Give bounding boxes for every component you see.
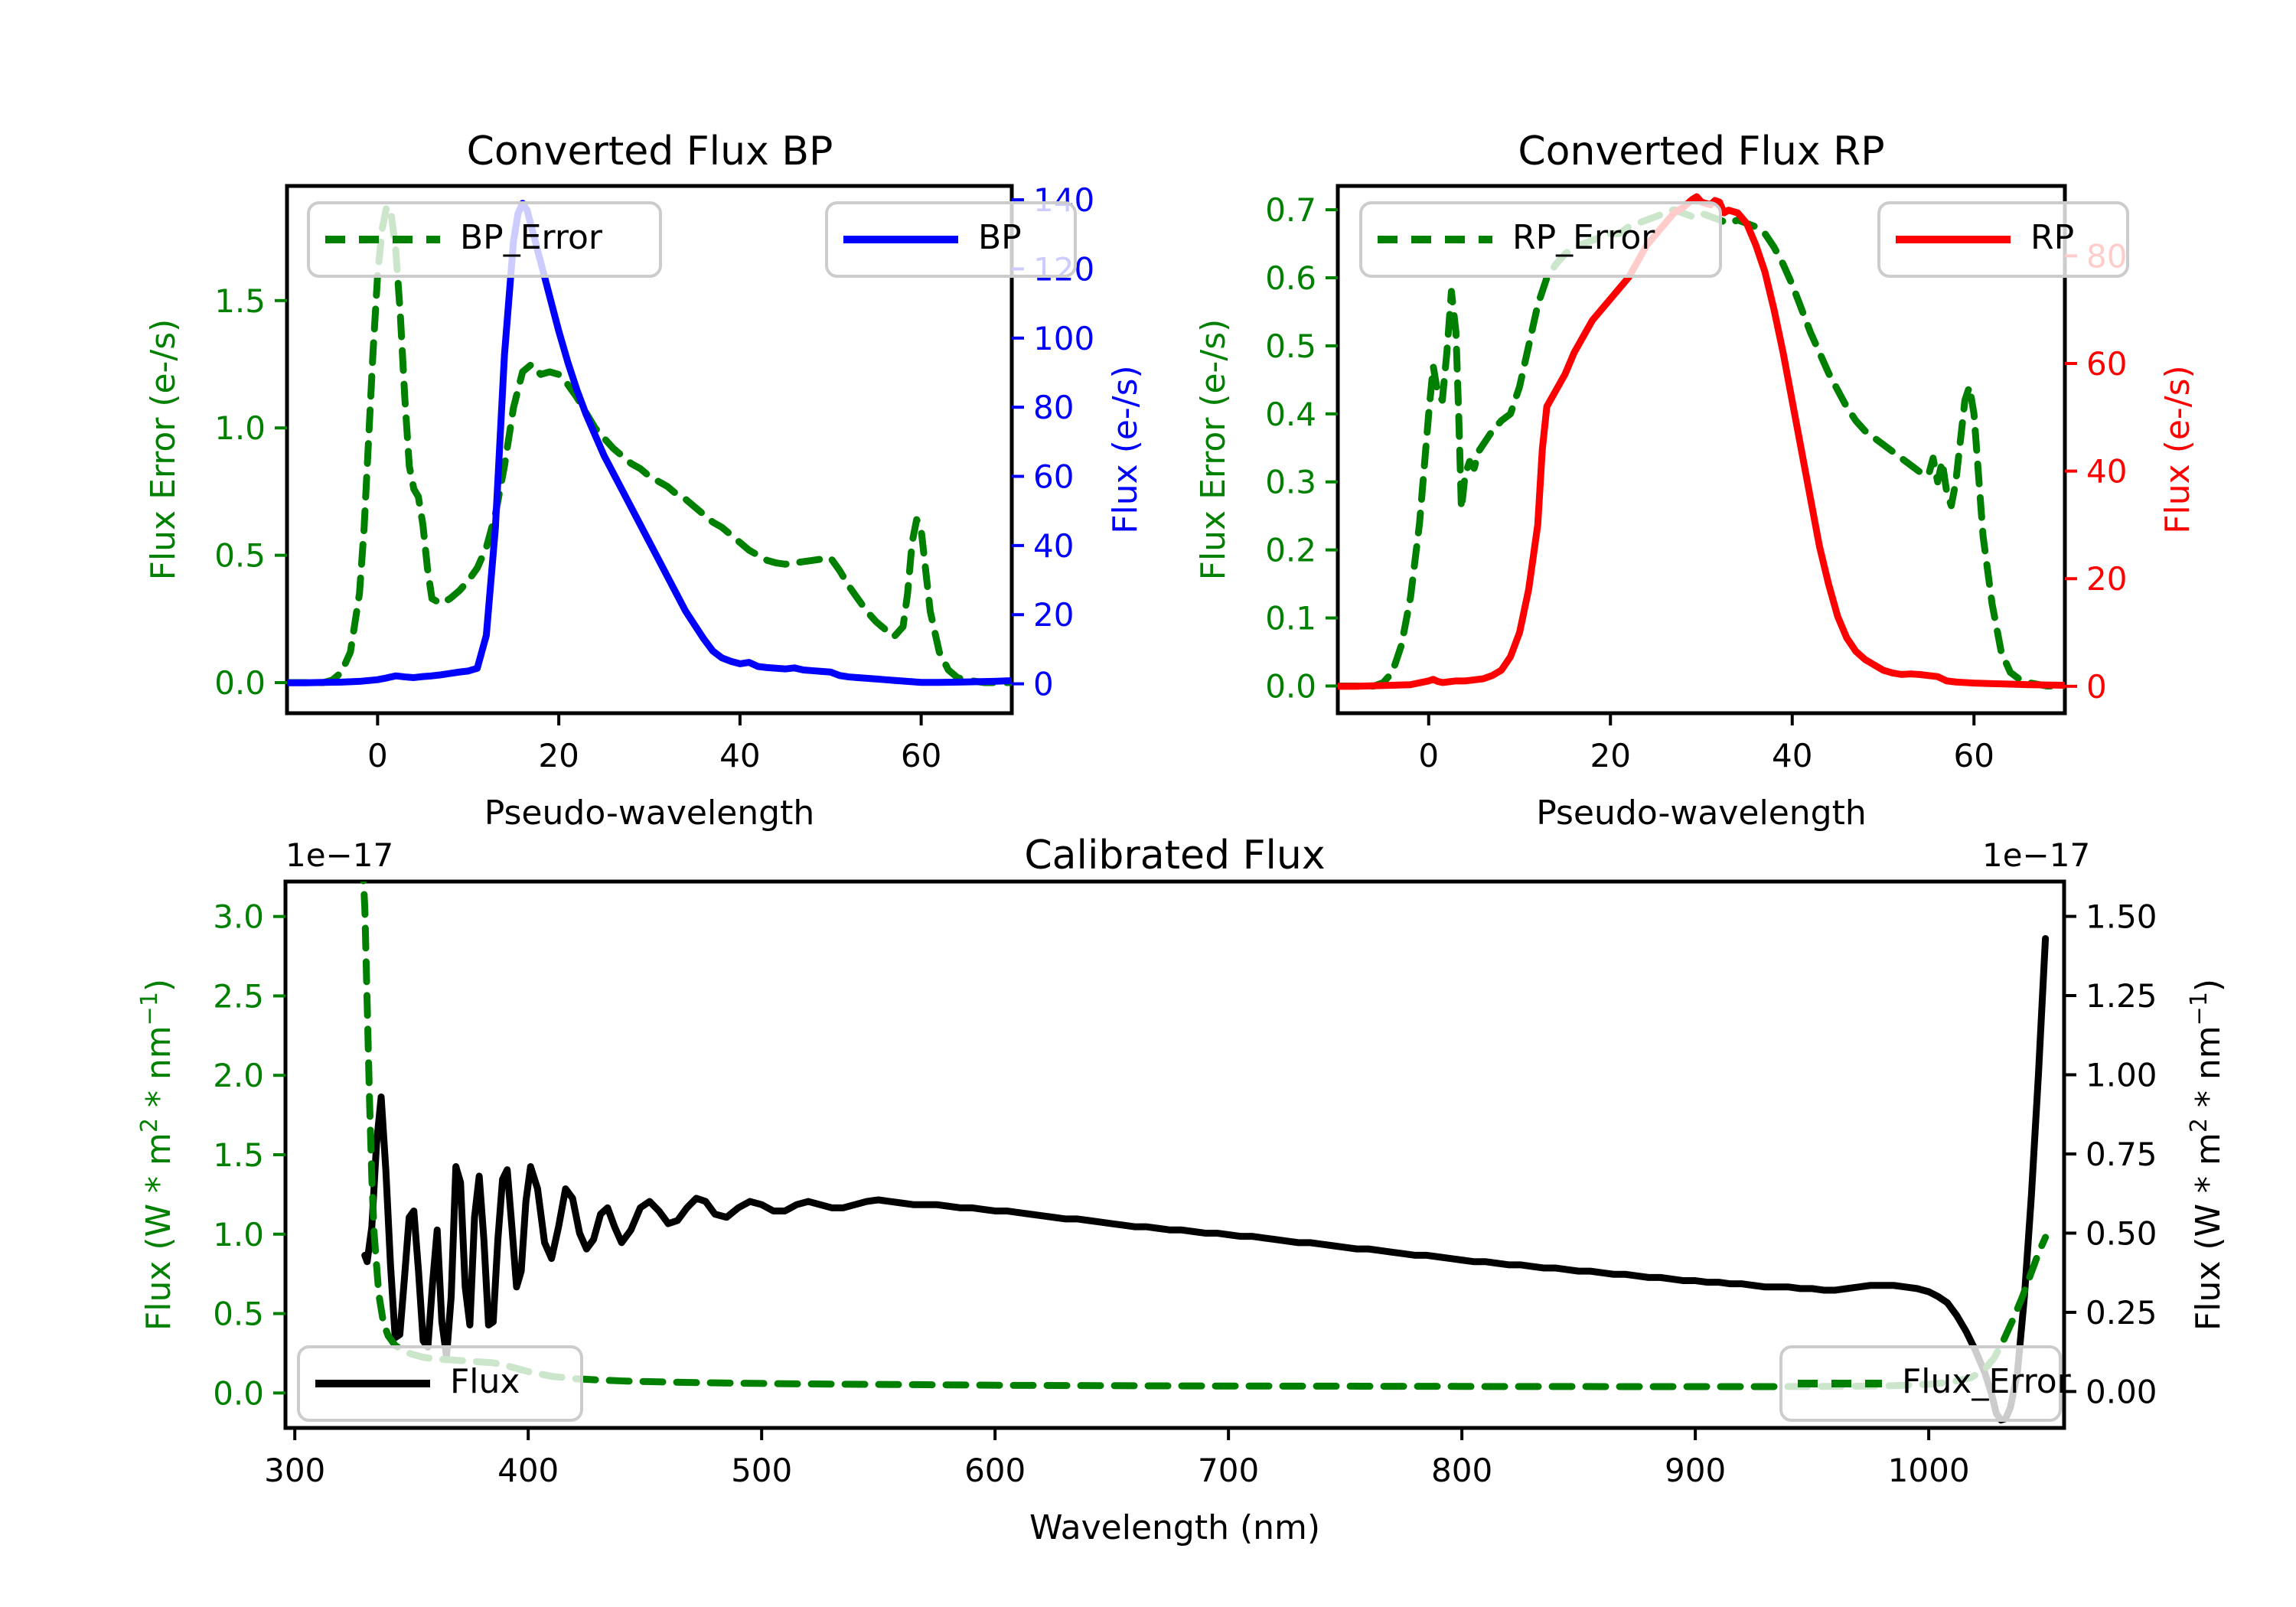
rp-panel-title: Converted Flux RP bbox=[1518, 129, 1884, 174]
cal-xtick-label-7: 1000 bbox=[1888, 1452, 1970, 1489]
rp-xaxis-label: Pseudo-wavelength bbox=[1536, 794, 1867, 833]
rp-ytick-left-label-5: 0.5 bbox=[1265, 328, 1316, 365]
cal-ytick-right-label-2: 0.50 bbox=[2086, 1214, 2157, 1252]
bp-series-bp_error bbox=[287, 203, 1012, 686]
bp-xtick-label-3: 60 bbox=[901, 737, 941, 774]
rp-xtick-label-1: 20 bbox=[1590, 737, 1631, 774]
bp-legend-label-1: BP bbox=[978, 218, 1022, 257]
rp-xtick-label-3: 60 bbox=[1954, 737, 1994, 774]
rp-ytick-left-label-2: 0.2 bbox=[1265, 532, 1316, 569]
rp-ytick-left-label-6: 0.6 bbox=[1265, 259, 1316, 297]
rp-yaxis-left-label: Flux Error (e-/s) bbox=[1194, 319, 1233, 581]
cal-xtick-label-4: 700 bbox=[1198, 1452, 1259, 1489]
bp-yaxis-right-label: Flux (e-/s) bbox=[1106, 365, 1145, 533]
bp-ytick-right-label-2: 40 bbox=[1033, 527, 1074, 565]
bp-ytick-right-label-3: 60 bbox=[1033, 458, 1074, 496]
bp-ytick-left-label-2: 1.0 bbox=[214, 409, 266, 447]
rp-legend-label-1: RP bbox=[2030, 218, 2074, 257]
cal-ytick-right-label-6: 1.50 bbox=[2086, 898, 2157, 936]
cal-ytick-left-label-3: 1.5 bbox=[213, 1136, 264, 1174]
cal-panel-title: Calibrated Flux bbox=[1024, 833, 1325, 878]
bp-xaxis-label: Pseudo-wavelength bbox=[484, 794, 815, 833]
cal-ytick-left-label-2: 1.0 bbox=[213, 1216, 264, 1253]
cal-legend-label-0: Flux bbox=[450, 1362, 520, 1401]
rp-ytick-right-label-0: 0 bbox=[2086, 668, 2107, 706]
rp-legend-box-0[interactable] bbox=[1359, 201, 1722, 278]
cal-xaxis-label: Wavelength (nm) bbox=[1029, 1508, 1320, 1547]
bp-xtick-label-1: 20 bbox=[538, 737, 579, 774]
cal-ytick-left-label-4: 2.0 bbox=[213, 1057, 264, 1094]
bp-panel-title: Converted Flux BP bbox=[467, 129, 833, 174]
panel-converted-flux-rp: Converted Flux RP 0 20 40 60 0.0 0.1 0.2 0.3 0.4… bbox=[1194, 129, 2197, 833]
bp-ytick-right-label-5: 100 bbox=[1033, 320, 1094, 357]
rp-ytick-right-label-3: 60 bbox=[2086, 345, 2127, 383]
cal-xtick-label-1: 400 bbox=[497, 1452, 559, 1489]
rp-ytick-left-label-4: 0.4 bbox=[1265, 396, 1316, 433]
rp-ytick-right-label-1: 20 bbox=[2086, 560, 2127, 598]
bp-plot-frame bbox=[285, 184, 1014, 715]
bp-series-bp bbox=[287, 200, 1012, 686]
cal-yaxis-right-label: Flux (W * m2 * nm−1) bbox=[2186, 979, 2229, 1331]
cal-xtick-label-5: 800 bbox=[1431, 1452, 1492, 1489]
cal-legend-box-0[interactable] bbox=[297, 1345, 583, 1422]
cal-ytick-left-label-5: 2.5 bbox=[213, 977, 264, 1015]
bp-ytick-right-label-1: 20 bbox=[1033, 596, 1074, 634]
cal-ytick-right-label-1: 0.25 bbox=[2086, 1294, 2157, 1332]
cal-ytick-right-label-0: 0.00 bbox=[2086, 1373, 2157, 1410]
rp-yaxis-right-label: Flux (e-/s) bbox=[2158, 365, 2197, 533]
bp-legend-box-0[interactable] bbox=[307, 201, 662, 278]
cal-xtick-label-0: 300 bbox=[264, 1452, 325, 1489]
cal-legend-label-1: Flux_Error bbox=[1902, 1362, 2072, 1401]
rp-ytick-left-label-7: 0.7 bbox=[1265, 191, 1316, 229]
cal-ytick-right-label-5: 1.25 bbox=[2086, 977, 2157, 1015]
cal-series-flux bbox=[361, 935, 2050, 1424]
rp-ytick-left-label-3: 0.3 bbox=[1265, 464, 1316, 501]
cal-ytick-right-label-4: 1.00 bbox=[2086, 1056, 2157, 1094]
bp-yaxis-left-label: Flux Error (e-/s) bbox=[144, 319, 183, 581]
cal-offset-right: 1e−17 bbox=[1982, 836, 2090, 874]
rp-xtick-label-2: 40 bbox=[1772, 737, 1812, 774]
cal-yaxis-left-label: Flux (W * m2 * nm−1) bbox=[136, 979, 179, 1331]
cal-xtick-label-3: 600 bbox=[964, 1452, 1026, 1489]
cal-series-flux_error bbox=[360, 882, 2050, 1390]
rp-ytick-left-label-0: 0.0 bbox=[1265, 667, 1316, 705]
bp-legend-label-0: BP_Error bbox=[460, 218, 603, 257]
rp-xtick-label-0: 0 bbox=[1418, 737, 1439, 774]
cal-ytick-left-label-0: 0.0 bbox=[213, 1374, 264, 1412]
cal-ytick-left-label-6: 3.0 bbox=[213, 898, 264, 936]
bp-ytick-left-label-3: 1.5 bbox=[214, 282, 266, 320]
cal-xtick-label-2: 500 bbox=[731, 1452, 792, 1489]
panel-calibrated-flux: Calibrated Flux 1e−17 1e−17 300 400 500 600… bbox=[136, 833, 2229, 1547]
bp-ytick-left-label-1: 0.5 bbox=[214, 537, 266, 575]
bp-ytick-right-label-4: 80 bbox=[1033, 389, 1074, 426]
rp-legend-label-0: RP_Error bbox=[1512, 218, 1655, 257]
rp-ytick-left-label-1: 0.1 bbox=[1265, 600, 1316, 637]
rp-series-rp bbox=[1338, 193, 2065, 690]
rp-plot-frame bbox=[1336, 184, 2067, 715]
cal-ytick-left-label-1: 0.5 bbox=[213, 1296, 264, 1333]
panel-converted-flux-bp: Converted Flux BP 0 20 40 60 0.0 0.5 1.0 1.5 0 20… bbox=[144, 129, 1145, 833]
bp-xtick-label-2: 40 bbox=[719, 737, 760, 774]
cal-ytick-right-label-3: 0.75 bbox=[2086, 1136, 2157, 1173]
rp-series-rp_error bbox=[1338, 206, 2065, 689]
cal-xtick-label-6: 900 bbox=[1665, 1452, 1726, 1489]
bp-ytick-right-label-0: 0 bbox=[1033, 666, 1054, 703]
bp-ytick-left-label-0: 0.0 bbox=[214, 664, 266, 702]
bp-xtick-label-0: 0 bbox=[367, 737, 388, 774]
rp-ytick-right-label-2: 40 bbox=[2086, 453, 2127, 491]
cal-legend-box-1[interactable] bbox=[1779, 1345, 2062, 1422]
cal-offset-left: 1e−17 bbox=[285, 836, 393, 874]
